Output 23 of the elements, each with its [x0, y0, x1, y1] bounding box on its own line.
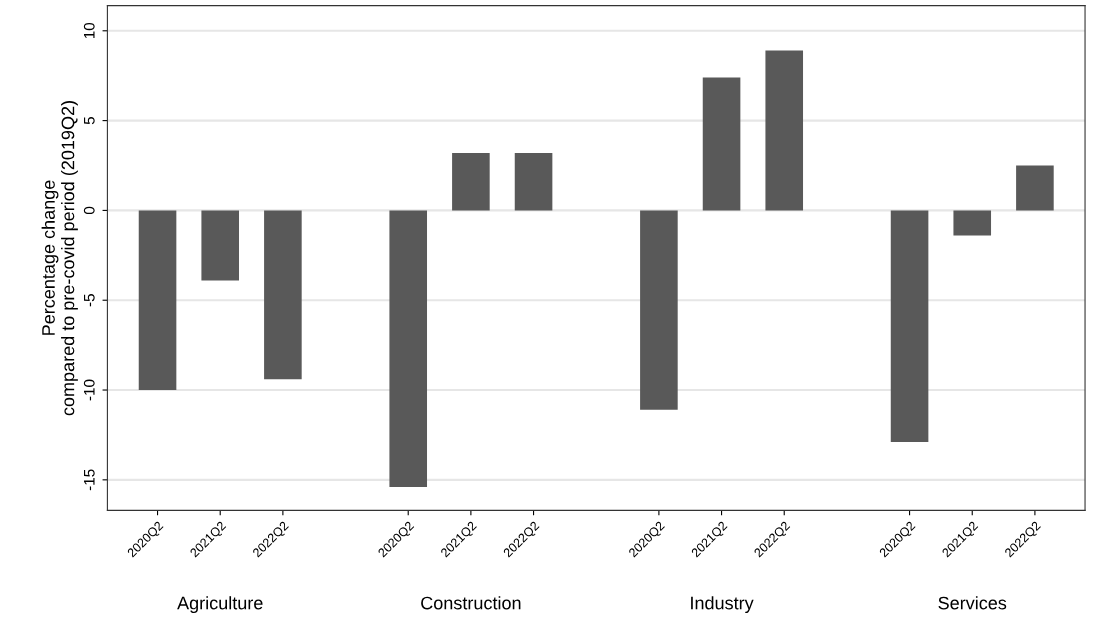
text: Industry [691, 596, 754, 614]
y-tick-label: 5 [84, 116, 95, 125]
text: Services [938, 596, 1007, 610]
y-tick-label: -5 [84, 294, 95, 307]
bar [389, 210, 428, 488]
bar [452, 152, 490, 211]
y-tick-label: 0 [83, 206, 95, 215]
bar [765, 50, 804, 211]
bar [702, 77, 741, 211]
bar [514, 152, 553, 211]
bar [640, 210, 678, 410]
y-tick-label: -15 [84, 469, 95, 491]
bar [953, 210, 992, 236]
bar [201, 210, 240, 281]
y-axis-title: Percentage change compared to pre-covid period (2019Q2) [41, 101, 78, 416]
bar [138, 210, 177, 391]
y-tick-label: 10 [83, 22, 95, 39]
y-tick-label: -10 [83, 379, 95, 401]
text: Construction [421, 596, 521, 610]
bar [1016, 165, 1054, 211]
bar [890, 210, 929, 443]
bar [264, 210, 302, 380]
text: Agriculture [177, 596, 263, 614]
